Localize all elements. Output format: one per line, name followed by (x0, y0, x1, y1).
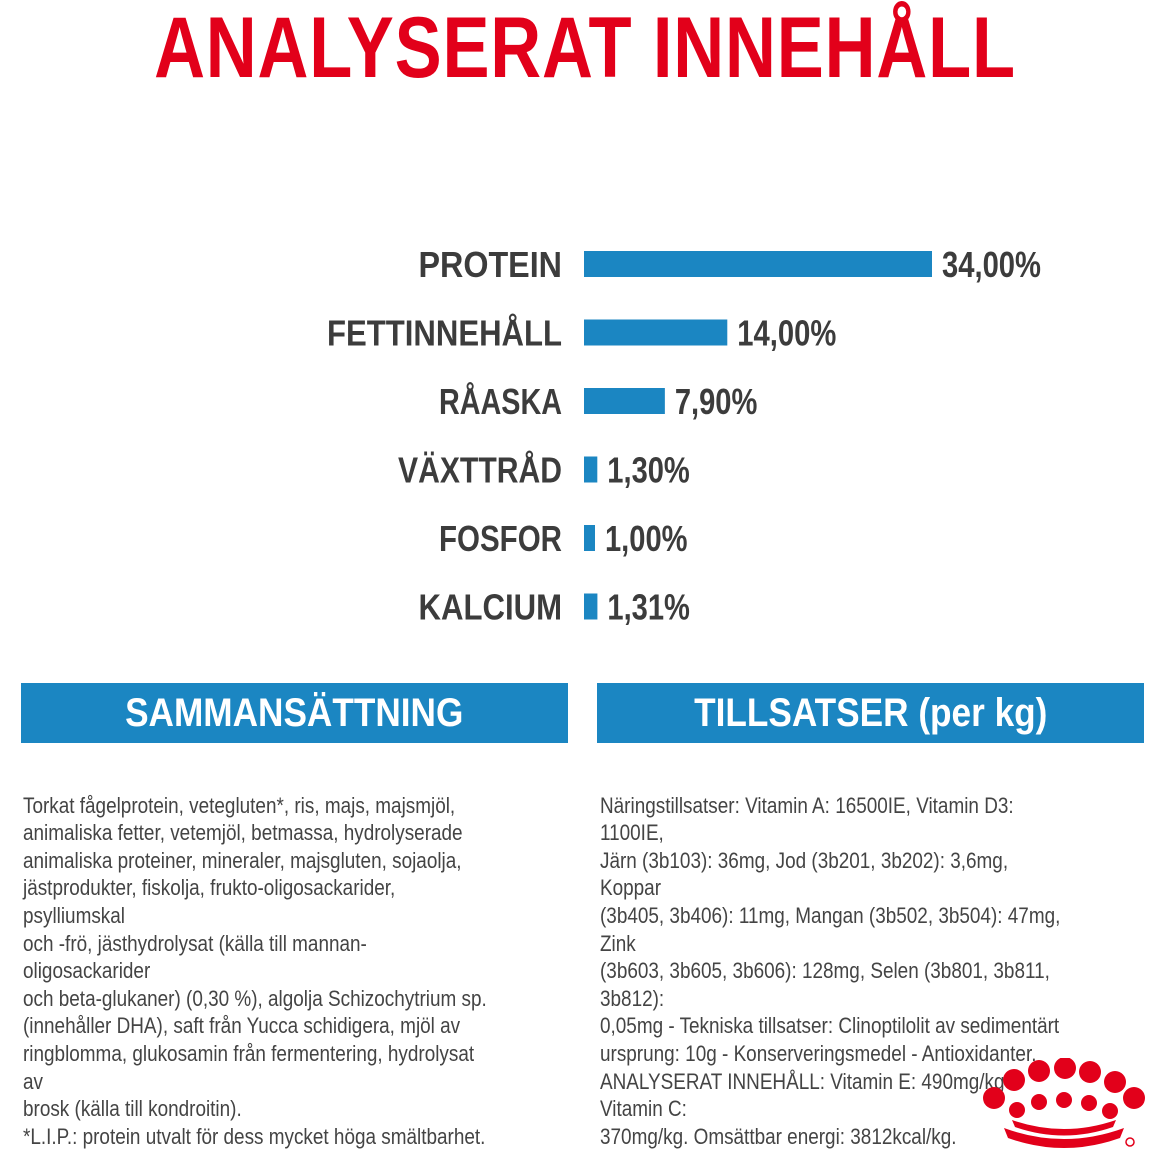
additives-header-label: TILLSATSER (per kg) (694, 683, 1047, 743)
bar-category-label: VÄXTTRÅD (398, 450, 562, 491)
logo-dot (983, 1087, 1005, 1109)
bar-category-label: KALCIUM (419, 587, 563, 628)
bar-value-label: 1,31% (607, 587, 690, 628)
logo-dot (1081, 1095, 1097, 1111)
logo-dot (1102, 1103, 1118, 1119)
logo-dot (1079, 1061, 1101, 1083)
bar-value-label: 1,30% (607, 450, 690, 491)
logo-dot (1104, 1071, 1126, 1093)
bar (584, 388, 665, 414)
logo-dot (1028, 1060, 1050, 1082)
composition-header-label: SAMMANSÄTTNING (125, 683, 463, 743)
logo-dot (1031, 1094, 1047, 1110)
bar (584, 594, 597, 620)
logo-dot (1056, 1092, 1072, 1108)
bar-category-label: FETTINNEHÅLL (327, 313, 562, 354)
composition-header: SAMMANSÄTTNING (21, 683, 568, 743)
bar-category-label: PROTEIN (419, 244, 563, 285)
logo-dot (1009, 1102, 1025, 1118)
logo-arc (1012, 1120, 1116, 1136)
page-title: ANALYSERAT INNEHÅLL (105, 0, 1064, 96)
nutrient-bar-chart: PROTEIN 34,00% FETTINNEHÅLL 14,00% RÅASKA 7,9… (0, 220, 1170, 640)
bar (584, 525, 595, 551)
bar-value-label: 34,00% (942, 244, 1041, 285)
bar-value-label: 14,00% (737, 313, 836, 354)
bar (584, 251, 932, 277)
logo-dot (1054, 1058, 1076, 1079)
logo-dot (1003, 1069, 1025, 1091)
logo-dot (1123, 1087, 1145, 1109)
bar-category-label: FOSFOR (439, 518, 562, 559)
bar-value-label: 7,90% (675, 381, 758, 422)
bar (584, 320, 727, 346)
bar (584, 457, 597, 483)
logo-registered-mark (1126, 1138, 1134, 1146)
composition-text-block: Torkat fågelprotein, vetegluten*, ris, m… (23, 764, 568, 1150)
additives-header: TILLSATSER (per kg) (597, 683, 1144, 743)
royal-canin-crown-logo-icon (982, 1058, 1147, 1158)
bar-category-label: RÅASKA (439, 381, 562, 422)
bar-value-label: 1,00% (605, 518, 688, 559)
composition-text: Torkat fågelprotein, vetegluten*, ris, m… (23, 792, 492, 1151)
